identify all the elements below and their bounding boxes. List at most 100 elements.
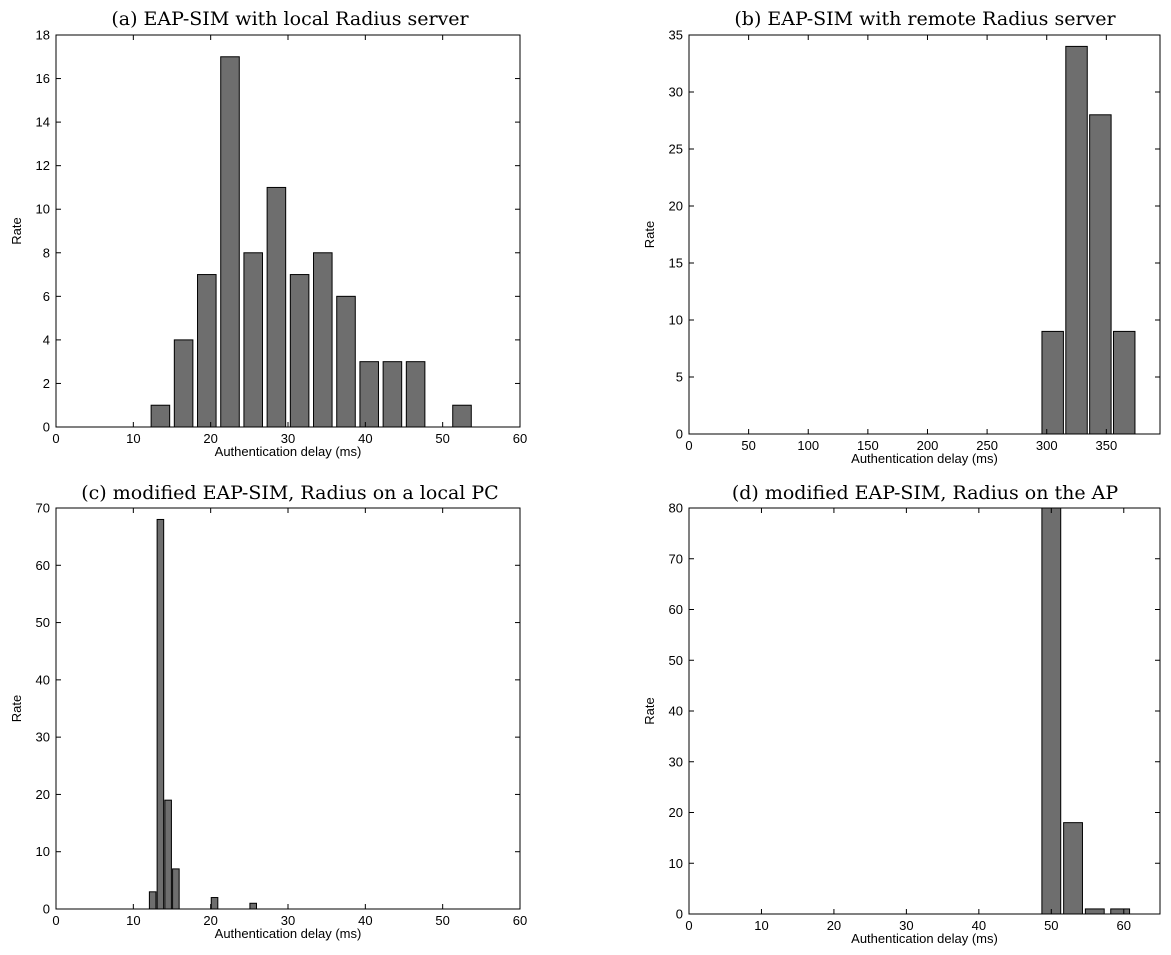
chart-a-y-tick-label: 4 <box>43 332 50 347</box>
chart-c-plot-area <box>55 507 521 910</box>
chart-d: 0 10 20 30 40 50 60 0 10 20 30 40 50 60 70 80 Authentica… <box>642 501 1161 946</box>
chart-a-bar <box>452 404 472 428</box>
chart-c: 0 10 20 30 40 50 60 0 10 20 30 40 50 60 70 Authenticati… <box>9 501 527 942</box>
chart-d-y-tick-label: 30 <box>669 754 683 769</box>
chart-c-y-tick-label: 60 <box>36 558 50 573</box>
chart-b-y-axis-label: Rate <box>642 221 657 248</box>
chart-c-x-tick-label: 10 <box>126 913 140 928</box>
chart-c-bar <box>172 868 180 910</box>
chart-a-bar <box>266 186 287 428</box>
chart-c-y-tick-label: 40 <box>36 672 50 687</box>
chart-b-x-tick-label: 300 <box>1036 438 1058 453</box>
chart-a-bar <box>313 252 333 428</box>
chart-d-title: (d) modified EAP-SIM, Radius on the AP <box>731 482 1119 504</box>
chart-d-plot-area <box>688 507 1161 915</box>
chart-c-x-tick-label: 30 <box>281 913 295 928</box>
chart-a-y-tick-label: 0 <box>43 420 50 435</box>
chart-a-y-tick-label: 8 <box>43 245 50 260</box>
chart-b-x-tick-label: 50 <box>741 438 755 453</box>
chart-b-y-tick-label: 5 <box>676 370 683 385</box>
chart-c-bar <box>249 902 257 910</box>
chart-d-bar <box>1063 822 1083 915</box>
chart-b-y-tick-label: 10 <box>669 313 683 328</box>
chart-c-bar <box>210 897 219 910</box>
chart-a-bar <box>405 361 426 428</box>
chart-b-x-tick-label: 150 <box>857 438 879 453</box>
chart-a-bar <box>359 361 379 428</box>
chart-d-x-tick-label: 0 <box>685 918 692 933</box>
chart-a-x-tick-label: 50 <box>435 431 449 446</box>
chart-c-y-axis-label: Rate <box>9 695 24 722</box>
chart-b: 0 50 100 150 200 250 300 350 0 5 10 15 20 25 30 35 Authe… <box>642 28 1161 466</box>
chart-d-y-tick-label: 80 <box>669 501 683 516</box>
chart-b-y-tick-label: 30 <box>669 85 683 100</box>
chart-a-bar <box>197 274 217 428</box>
chart-c-bar <box>164 799 172 910</box>
chart-b-y-tick-label: 35 <box>669 28 683 43</box>
chart-b-bar <box>1041 330 1064 435</box>
chart-a-plot-area <box>55 34 521 428</box>
chart-b-y-tick-label: 15 <box>669 256 683 271</box>
chart-b-bar <box>1112 330 1136 435</box>
chart-d-y-tick-label: 10 <box>669 856 683 871</box>
chart-a-y-tick-label: 12 <box>36 158 50 173</box>
chart-d-x-tick-label: 30 <box>899 918 913 933</box>
chart-c-y-tick-label: 70 <box>36 501 50 516</box>
chart-c-x-tick-label: 0 <box>52 913 59 928</box>
chart-d-y-tick-label: 60 <box>669 602 683 617</box>
chart-c-y-tick-label: 0 <box>43 902 50 917</box>
chart-b-bar <box>1089 114 1112 435</box>
chart-a-y-axis-label: Rate <box>9 217 24 244</box>
chart-a-y-tick-label: 6 <box>43 289 50 304</box>
chart-c-x-tick-label: 50 <box>435 913 449 928</box>
chart-d-y-tick-label: 0 <box>676 907 683 922</box>
chart-d-x-tick-label: 40 <box>972 918 986 933</box>
chart-a-y-tick-label: 16 <box>36 71 50 86</box>
chart-c-y-tick-label: 50 <box>36 615 50 630</box>
chart-a-bar <box>289 274 310 428</box>
chart-c-bar <box>148 891 157 910</box>
chart-b-x-tick-label: 350 <box>1095 438 1117 453</box>
chart-a: 0 10 20 30 40 50 60 0 2 4 6 8 10 12 14 16 18 Authenticati… <box>9 28 527 460</box>
chart-d-y-tick-label: 20 <box>669 805 683 820</box>
chart-d-y-tick-label: 70 <box>669 551 683 566</box>
chart-d-bar <box>1041 507 1062 915</box>
chart-a-bar <box>220 56 240 428</box>
chart-a-x-axis-label: Authentication delay (ms) <box>215 444 362 459</box>
chart-d-y-tick-label: 50 <box>669 653 683 668</box>
chart-c-x-tick-label: 40 <box>358 913 372 928</box>
chart-a-x-tick-label: 30 <box>281 431 295 446</box>
chart-a-bar <box>336 295 356 428</box>
chart-d-bar <box>1084 908 1105 915</box>
chart-c-y-tick-label: 30 <box>36 730 50 745</box>
chart-a-title: (a) EAP-SIM with local Radius server <box>111 8 469 30</box>
chart-a-y-tick-label: 18 <box>36 28 50 43</box>
chart-d-y-axis-label: Rate <box>642 697 657 724</box>
chart-d-x-tick-label: 20 <box>827 918 841 933</box>
chart-b-title: (b) EAP-SIM with remote Radius server <box>734 8 1116 30</box>
chart-a-x-tick-label: 20 <box>203 431 217 446</box>
chart-a-bar <box>382 361 403 428</box>
chart-d-y-tick-label: 40 <box>669 704 683 719</box>
chart-b-x-tick-label: 0 <box>685 438 692 453</box>
chart-b-x-tick-label: 250 <box>976 438 998 453</box>
chart-c-y-tick-label: 20 <box>36 787 50 802</box>
chart-d-x-tick-label: 50 <box>1044 918 1058 933</box>
chart-a-bar <box>243 252 263 428</box>
chart-b-y-tick-label: 0 <box>676 427 683 442</box>
chart-c-x-tick-label: 60 <box>513 913 527 928</box>
chart-a-y-tick-label: 2 <box>43 376 50 391</box>
chart-c-title: (c) modified EAP-SIM, Radius on a local … <box>81 482 499 504</box>
chart-b-bar <box>1065 45 1088 435</box>
chart-a-bar <box>173 339 194 428</box>
chart-a-x-tick-label: 40 <box>358 431 372 446</box>
chart-b-x-tick-label: 200 <box>917 438 939 453</box>
chart-a-x-tick-label: 0 <box>52 431 59 446</box>
chart-d-x-axis-label: Authentication delay (ms) <box>851 931 998 946</box>
chart-c-x-tick-label: 20 <box>203 913 217 928</box>
chart-c-bar <box>156 518 165 910</box>
chart-b-x-tick-label: 100 <box>797 438 819 453</box>
chart-a-y-tick-label: 14 <box>36 115 50 130</box>
